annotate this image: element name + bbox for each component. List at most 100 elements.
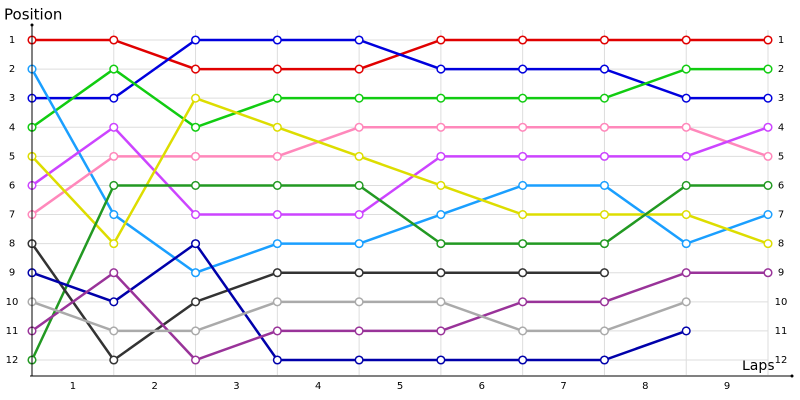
y-tick-label: 11 xyxy=(6,326,19,337)
point xyxy=(599,209,609,220)
x-tick-label: 3 xyxy=(233,381,239,392)
point xyxy=(436,151,446,161)
point xyxy=(354,326,364,336)
point xyxy=(763,209,773,220)
point xyxy=(518,151,528,161)
y-tick-label-right: 2 xyxy=(778,64,784,75)
point xyxy=(272,355,282,365)
y-tick-label-right: 9 xyxy=(778,268,784,279)
point xyxy=(599,180,609,191)
point xyxy=(354,64,364,74)
point xyxy=(272,239,282,249)
point xyxy=(599,239,609,249)
y-tick-label: 3 xyxy=(9,93,15,104)
y-axis-label: Position xyxy=(4,6,62,24)
point xyxy=(599,35,609,45)
point xyxy=(763,239,773,249)
point xyxy=(272,209,282,220)
point xyxy=(354,268,364,278)
point xyxy=(599,268,609,278)
point xyxy=(681,122,691,132)
point xyxy=(436,35,446,45)
point xyxy=(681,93,691,103)
point xyxy=(681,297,691,307)
point xyxy=(272,151,282,161)
point xyxy=(763,151,773,161)
point xyxy=(191,268,201,278)
point xyxy=(681,268,691,278)
point xyxy=(109,297,119,307)
series-line xyxy=(31,271,768,362)
point xyxy=(436,180,446,191)
x-axis-label: Laps xyxy=(742,358,775,374)
point xyxy=(191,326,201,336)
series-line xyxy=(31,67,768,129)
point xyxy=(272,180,282,191)
point xyxy=(354,297,364,307)
axis-end xyxy=(790,374,794,378)
point xyxy=(518,268,528,278)
point xyxy=(272,93,282,103)
point xyxy=(191,122,201,132)
point xyxy=(763,122,773,132)
series-line xyxy=(30,242,605,362)
y-tick-label-right: 10 xyxy=(775,297,788,308)
point xyxy=(599,326,609,336)
point xyxy=(109,151,119,161)
point xyxy=(763,64,773,74)
y-tick-label: 2 xyxy=(9,64,15,75)
point xyxy=(681,64,691,74)
y-tick-label: 5 xyxy=(9,151,15,162)
point xyxy=(518,122,528,132)
point xyxy=(354,151,364,161)
point xyxy=(109,122,119,132)
point xyxy=(109,64,119,74)
x-tick-label: 8 xyxy=(642,381,648,392)
point xyxy=(436,64,446,74)
point xyxy=(191,355,201,365)
y-tick-label-right: 6 xyxy=(778,180,784,191)
point xyxy=(272,326,282,336)
point xyxy=(681,209,691,220)
y-tick-label: 10 xyxy=(6,297,19,308)
x-tick-label: 6 xyxy=(479,381,485,392)
y-tick-label: 9 xyxy=(9,268,15,279)
point xyxy=(518,297,528,307)
y-tick-label: 6 xyxy=(9,180,15,191)
point xyxy=(681,151,691,161)
axis-end xyxy=(30,23,34,27)
x-tick-label: 2 xyxy=(151,381,157,392)
point xyxy=(354,122,364,132)
x-tick-label: 5 xyxy=(397,381,403,392)
point xyxy=(681,35,691,45)
point xyxy=(109,93,119,103)
point xyxy=(191,35,201,45)
point xyxy=(518,239,528,249)
x-tick-label: 7 xyxy=(560,381,566,392)
x-tick-label: 9 xyxy=(724,381,730,392)
point xyxy=(599,93,609,103)
point xyxy=(681,239,691,249)
point xyxy=(681,180,691,191)
point xyxy=(272,35,282,45)
point xyxy=(191,151,201,161)
point xyxy=(681,326,691,336)
point xyxy=(436,326,446,336)
point xyxy=(109,209,119,220)
point xyxy=(109,180,119,191)
series-line xyxy=(30,184,768,361)
point xyxy=(191,93,201,103)
y-tick-label: 12 xyxy=(6,355,19,366)
series-line xyxy=(31,126,769,216)
point xyxy=(518,209,528,220)
point xyxy=(518,35,528,45)
point xyxy=(436,268,446,278)
point xyxy=(518,93,528,103)
point xyxy=(436,209,446,220)
y-tick-label: 8 xyxy=(9,239,15,250)
point xyxy=(763,268,773,278)
point xyxy=(354,35,364,45)
y-tick-label-right: 8 xyxy=(778,239,784,250)
